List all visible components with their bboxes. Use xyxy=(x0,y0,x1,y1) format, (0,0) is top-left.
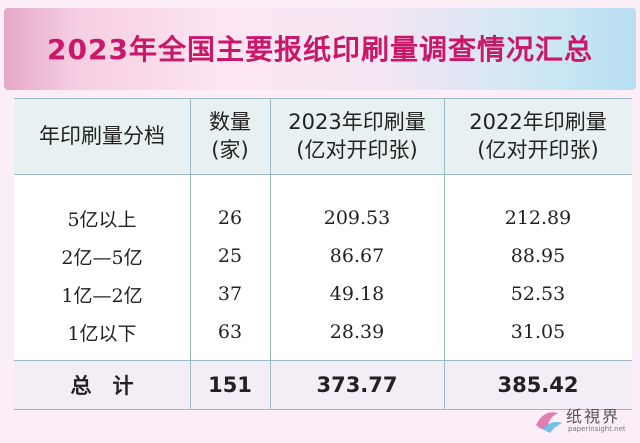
table-border-bottom xyxy=(14,409,632,410)
watermark-logo-icon xyxy=(536,412,562,433)
watermark: 纸視界 paperinsight.net xyxy=(532,403,632,439)
title-banner xyxy=(4,8,636,90)
table-cell: 2亿—5亿 xyxy=(61,246,143,269)
table-cell: 88.95 xyxy=(510,245,566,267)
table-total-background xyxy=(14,360,632,410)
header-2023-unit: (亿对开印张) xyxy=(296,138,418,162)
table-cell: 28.39 xyxy=(329,321,385,343)
table-cell: 25 xyxy=(217,245,243,267)
header-count-unit: (家) xyxy=(211,138,249,162)
header-divider xyxy=(14,174,632,175)
column-divider-3 xyxy=(444,98,445,410)
print-volume-table: 年印刷量分档 数量 (家) 2023年印刷量 (亿对开印张) 2022年印刷量 … xyxy=(14,98,632,410)
table-cell: 31.05 xyxy=(510,321,566,343)
table-cell: 209.53 xyxy=(323,207,391,229)
watermark-url: paperinsight.net xyxy=(568,425,626,433)
table-border-top xyxy=(14,98,632,99)
header-count-label: 数量 xyxy=(209,110,251,134)
total-count: 151 xyxy=(208,373,252,397)
watermark-name: 纸視界 xyxy=(566,407,621,426)
table-cell: 26 xyxy=(217,207,243,229)
table-cell: 49.18 xyxy=(329,283,385,305)
total-2023: 373.77 xyxy=(316,373,398,397)
table-header-background xyxy=(14,98,632,174)
header-2022-unit: (亿对开印张) xyxy=(477,138,599,162)
table-cell: 5亿以上 xyxy=(67,208,137,231)
header-2023: 2023年印刷量 (亿对开印张) xyxy=(270,98,444,174)
header-tier-label: 年印刷量分档 xyxy=(39,124,165,148)
table-cell: 1亿—2亿 xyxy=(61,284,143,307)
header-2023-label: 2023年印刷量 xyxy=(288,110,426,134)
total-label: 总 计 xyxy=(70,374,134,398)
table-cell: 212.89 xyxy=(504,207,572,229)
table-cell: 52.53 xyxy=(510,283,566,305)
header-count: 数量 (家) xyxy=(190,98,270,174)
table-cell: 1亿以下 xyxy=(67,322,137,345)
table-cell: 86.67 xyxy=(329,245,385,267)
column-divider-2 xyxy=(270,98,271,410)
header-tier: 年印刷量分档 xyxy=(14,98,190,174)
table-cell: 37 xyxy=(217,283,243,305)
table-cell: 63 xyxy=(217,321,243,343)
header-2022: 2022年印刷量 (亿对开印张) xyxy=(444,98,632,174)
table-title: 2023年全国主要报纸印刷量调查情况汇总 xyxy=(47,33,593,66)
header-2022-label: 2022年印刷量 xyxy=(469,110,607,134)
total-divider xyxy=(14,360,632,361)
total-2022: 385.42 xyxy=(497,373,579,397)
column-divider-1 xyxy=(190,98,191,410)
